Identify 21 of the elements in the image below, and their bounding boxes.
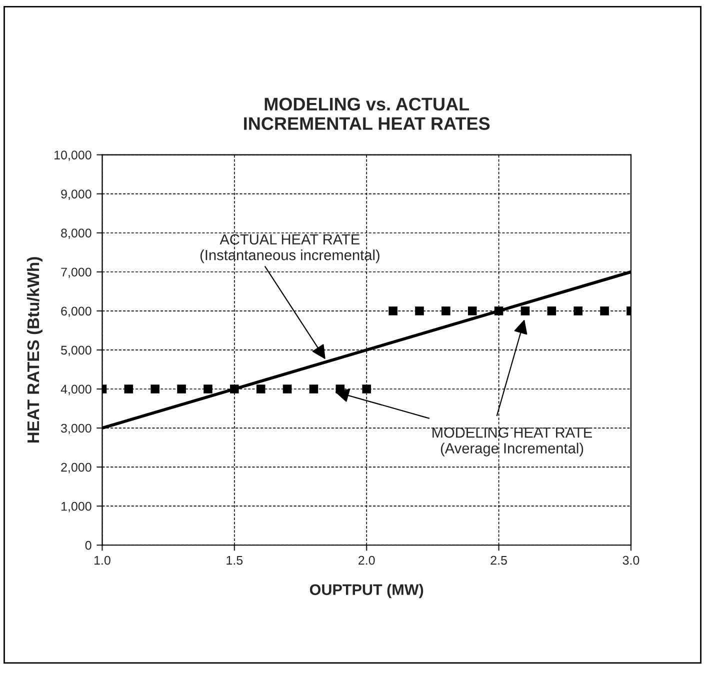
chart-title: MODELING vs. ACTUAL INCREMENTAL HEAT RATES	[244, 98, 490, 130]
y-tick-label: 1,000	[61, 502, 92, 512]
x-tick-label: 1.5	[226, 556, 243, 565]
y-tick-label: 2,000	[61, 462, 92, 474]
x-tick-label: 2.5	[490, 556, 507, 565]
y-tick-label: 7,000	[61, 268, 92, 278]
y-tick-label: 10,000	[54, 150, 92, 161]
annotation: ACTUAL HEAT RATE (Instantaneous incremental)	[200, 234, 380, 264]
y-tick-label: 0	[85, 540, 92, 550]
annotation: MODELING HEAT RATE (Average Incremental)	[432, 427, 592, 456]
y-tick-label: 5,000	[61, 346, 92, 356]
y-tick-label: 9,000	[61, 190, 92, 200]
x-tick-label: 3.0	[622, 556, 640, 565]
y-tick-label: 8,000	[61, 228, 92, 239]
x-tick-label: 2.0	[358, 556, 375, 565]
x-axis-title: OUPTPUT (MW)	[310, 584, 424, 598]
y-tick-label: 4,000	[60, 384, 92, 396]
y-tick-label: 6,000	[61, 306, 92, 318]
x-tick-label: 1.0	[94, 556, 110, 565]
y-axis-title: HEAT RATES (Btu/kWh)	[26, 257, 42, 443]
y-tick-label: 3,000	[61, 424, 92, 434]
